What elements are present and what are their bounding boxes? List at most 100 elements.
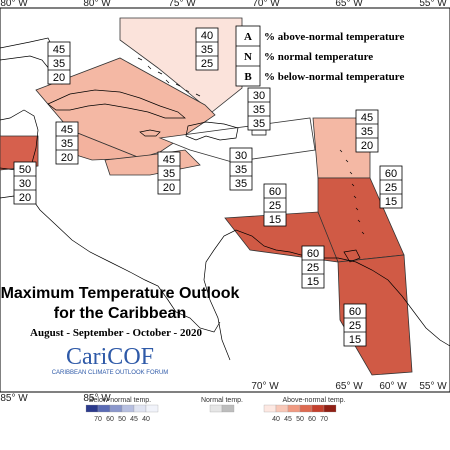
south-america-coast	[213, 229, 450, 347]
region-label-belize: 50 30 20	[13, 161, 37, 205]
longitude-label: 70° W	[251, 381, 279, 392]
above-value: 30	[253, 90, 265, 102]
region-label-cayman: 45 35 20	[157, 151, 181, 195]
above-value: 30	[235, 150, 247, 162]
normal-value: 35	[235, 164, 247, 176]
above-swatch	[287, 404, 301, 413]
longitude-label: 65° W	[335, 0, 363, 9]
colombia-coast	[203, 249, 231, 361]
normal-value: 25	[307, 262, 319, 274]
normal-swatch	[221, 404, 235, 413]
above-tick: 70	[320, 416, 328, 423]
scale-swatches	[85, 404, 337, 413]
jamaica-coast	[139, 129, 161, 137]
logo-tagline: CARIBBEAN CLIMATE OUTLOOK FORUM	[52, 370, 169, 376]
region-belize-polygon	[0, 135, 39, 171]
region-label-turks-caicos: 30 35 35	[247, 87, 271, 131]
below-value: 15	[385, 196, 397, 208]
below-swatch	[121, 404, 135, 413]
below-value: 20	[53, 72, 65, 84]
normal-value: 35	[253, 104, 265, 116]
above-value: 60	[349, 306, 361, 318]
region-label-cuba: 45 35 20	[47, 41, 71, 85]
coastlines	[0, 37, 450, 361]
trinidad-coast	[343, 249, 361, 263]
above-swatch	[311, 404, 325, 413]
normal-value: 25	[385, 182, 397, 194]
region-label-leewards: 45 35 20	[355, 109, 379, 153]
longitude-label: 80° W	[0, 0, 28, 9]
above-value: 45	[163, 154, 175, 166]
region-labels: 45 35 20 40 35 25 45 35 20 30 35	[13, 27, 403, 347]
below-value: 20	[361, 140, 373, 152]
above-value: 45	[361, 112, 373, 124]
normal-value: 35	[163, 168, 175, 180]
longitude-label: 65° W	[335, 381, 363, 392]
key-letter-a: A	[244, 31, 252, 43]
cuba-coast	[47, 89, 186, 119]
longitude-label: 55° W	[419, 381, 447, 392]
normal-value: 25	[349, 320, 361, 332]
below-value: 15	[307, 276, 319, 288]
below-swatch	[133, 404, 147, 413]
above-value: 45	[53, 44, 65, 56]
scale-label-below: Below-normal temp.	[89, 397, 151, 404]
above-swatch	[263, 404, 277, 413]
key-text-above: % above-normal temperature	[264, 31, 404, 43]
below-tick: 50	[118, 416, 126, 423]
logo-wordmark: CariCOF	[66, 344, 154, 370]
map-title-line2: for the Caribbean	[54, 305, 186, 322]
normal-swatch	[209, 404, 223, 413]
longitude-label: 80° W	[83, 0, 111, 9]
bahamas-islands	[137, 57, 201, 97]
region-label-bahamas: 40 35 25	[195, 27, 219, 71]
central-america-coast	[0, 109, 221, 333]
longitude-label: 85° W	[83, 393, 111, 404]
below-tick: 60	[106, 416, 114, 423]
region-label-abc-islands: 60 25 15	[263, 183, 287, 227]
below-swatch	[97, 404, 111, 413]
longitude-label: 75° W	[168, 0, 196, 9]
below-value: 20	[19, 192, 31, 204]
color-scale: Below-normal temp. Normal temp. Above-no…	[85, 397, 346, 423]
below-swatch	[85, 404, 99, 413]
above-tick: 45	[284, 416, 292, 423]
below-tick: 70	[94, 416, 102, 423]
key-text-normal: % normal temperature	[264, 51, 373, 63]
lesser-antilles	[339, 149, 365, 235]
above-value: 60	[307, 248, 319, 260]
hispaniola-coast	[185, 121, 239, 141]
above-value: 50	[19, 164, 31, 176]
key-letter-b: B	[244, 71, 252, 83]
above-value: 45	[61, 124, 73, 136]
scale-label-normal: Normal temp.	[201, 397, 243, 404]
above-tick: 40	[272, 416, 280, 423]
above-value: 60	[385, 168, 397, 180]
region-label-haiti: 30 35 35	[229, 147, 253, 191]
normal-value: 35	[201, 44, 213, 56]
above-value: 60	[269, 186, 281, 198]
below-value: 20	[163, 182, 175, 194]
below-value: 35	[235, 178, 247, 190]
longitude-label: 85° W	[0, 393, 28, 404]
caricof-logo: CariCOF CARIBBEAN CLIMATE OUTLOOK FORUM	[52, 344, 169, 376]
map-title-line1: Maximum Temperature Outlook	[1, 285, 240, 302]
abn-key-box	[235, 25, 261, 87]
longitude-labels-top: 80° W 80° W 75° W 70° W 65° W 55° W	[0, 0, 447, 9]
forecast-period: August - September - October - 2020	[30, 327, 202, 339]
below-value: 15	[349, 334, 361, 346]
normal-value: 25	[269, 200, 281, 212]
above-tick: 50	[296, 416, 304, 423]
title-block: Maximum Temperature Outlook for the Cari…	[1, 285, 240, 339]
above-swatch	[299, 404, 313, 413]
below-value: 35	[253, 118, 265, 130]
scale-label-above: Above-normal temp.	[282, 397, 345, 404]
longitude-labels-inside: 85° W 85° W 70° W 65° W 60° W 55° W	[0, 381, 447, 404]
key-text-below: % below-normal temperature	[264, 71, 404, 83]
below-value: 20	[61, 152, 73, 164]
above-swatch	[275, 404, 289, 413]
region-hispaniola-polygon	[158, 117, 316, 163]
normal-value: 35	[53, 58, 65, 70]
